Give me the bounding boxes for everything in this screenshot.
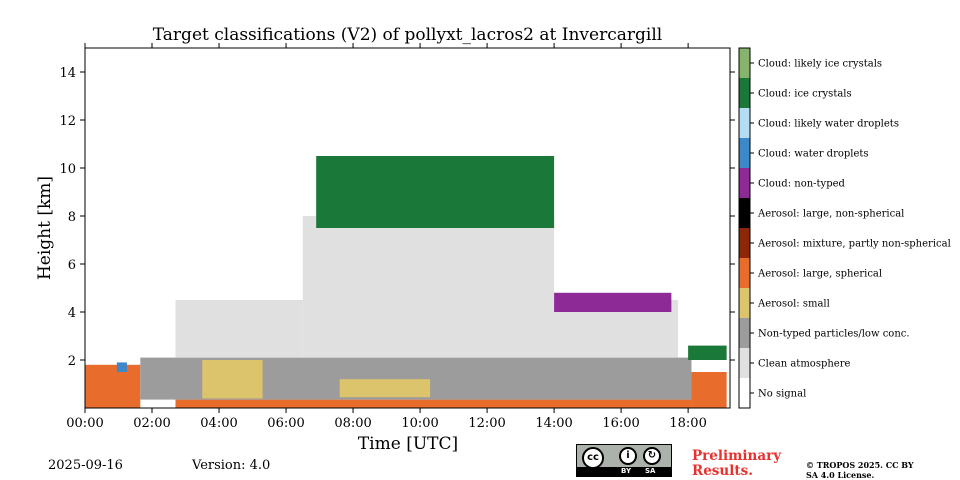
colorbar-legend: No signal Clean atmosphere Non-typed parti… bbox=[738, 47, 951, 409]
legend-label-10: Cloud: ice crystals bbox=[758, 89, 852, 100]
legend-label-3: Aerosol: small bbox=[757, 299, 830, 310]
heatmap-region-11 bbox=[554, 292, 672, 312]
heatmap-region-5 bbox=[339, 379, 431, 398]
legend-frame bbox=[738, 47, 751, 409]
legend-label-5: Aerosol: mixture, partly non-spherical bbox=[757, 239, 951, 250]
legend-label-1: Clean atmosphere bbox=[758, 359, 851, 370]
legend-swatch-1 bbox=[739, 348, 750, 378]
x-tick-label-5: 10:00 bbox=[401, 416, 438, 431]
x-tick-label-0: 00:00 bbox=[66, 416, 103, 431]
legend-label-11: Cloud: likely ice crystals bbox=[758, 59, 882, 70]
heatmap-region-2 bbox=[691, 372, 727, 408]
y-tick-label-5: 12 bbox=[59, 114, 76, 129]
heatmap-region-7 bbox=[302, 216, 555, 358]
x-tick-label-3: 06:00 bbox=[267, 416, 304, 431]
legend-swatch-11 bbox=[739, 48, 750, 78]
heatmap-plot-area bbox=[85, 156, 727, 408]
y-tick-label-1: 4 bbox=[68, 306, 76, 321]
legend-swatch-8 bbox=[739, 138, 750, 168]
preliminary-results-notice: Preliminary Results. bbox=[692, 448, 782, 479]
x-axis-label: Time [UTC] bbox=[358, 434, 458, 454]
plot-frame bbox=[84, 47, 731, 409]
legend-label-7: Cloud: non-typed bbox=[758, 179, 846, 190]
cc-license-badge: cc i ↻ BY SA bbox=[576, 444, 672, 477]
y-tick-label-2: 6 bbox=[68, 258, 76, 273]
legend-swatch-0 bbox=[739, 378, 750, 408]
by-label: BY bbox=[621, 467, 632, 475]
heatmap-region-6 bbox=[175, 300, 303, 358]
chart-title: Target classifications (V2) of pollyxt_l… bbox=[152, 25, 663, 45]
x-tick-label-6: 12:00 bbox=[468, 416, 505, 431]
x-tick-label-7: 14:00 bbox=[535, 416, 572, 431]
legend-swatch-9 bbox=[739, 108, 750, 138]
legend-label-0: No signal bbox=[758, 389, 806, 400]
y-tick-label-4: 10 bbox=[59, 162, 76, 177]
heatmap-region-0 bbox=[85, 364, 141, 408]
y-tick-label-6: 14 bbox=[59, 66, 76, 81]
legend-label-9: Cloud: likely water droplets bbox=[758, 119, 899, 130]
x-tick-label-9: 18:00 bbox=[669, 416, 706, 431]
version-label: Version: 4.0 bbox=[192, 458, 271, 473]
date-label: 2025-09-16 bbox=[48, 458, 123, 473]
y-axis-label: Height [km] bbox=[35, 176, 55, 280]
x-tick-label-8: 16:00 bbox=[602, 416, 639, 431]
x-axis: 00:00 02:00 04:00 06:00 08:00 10:00 12:00 14:00… bbox=[66, 43, 707, 431]
legend-label-6: Aerosol: large, non-spherical bbox=[757, 209, 904, 220]
legend-swatch-3 bbox=[739, 288, 750, 318]
heatmap-region-10 bbox=[688, 345, 727, 360]
legend-label-2: Non-typed particles/low conc. bbox=[758, 329, 910, 340]
legend-swatch-2 bbox=[739, 318, 750, 348]
legend-swatch-7 bbox=[739, 168, 750, 198]
x-tick-label-4: 08:00 bbox=[334, 416, 371, 431]
x-tick-label-2: 04:00 bbox=[200, 416, 237, 431]
cc-icon: cc bbox=[582, 447, 604, 469]
legend-swatch-10 bbox=[739, 78, 750, 108]
x-tick-label-1: 02:00 bbox=[133, 416, 170, 431]
by-person-icon: i bbox=[619, 447, 637, 465]
legend-swatch-4 bbox=[739, 258, 750, 288]
y-axis: 2 4 6 8 10 12 14 bbox=[59, 66, 735, 369]
legend-swatch-5 bbox=[739, 228, 750, 258]
sa-share-icon: ↻ bbox=[643, 447, 661, 465]
sa-label: SA bbox=[645, 467, 656, 475]
legend-label-4: Aerosol: large, spherical bbox=[757, 269, 882, 280]
license-bar: BY SA bbox=[577, 467, 671, 476]
heatmap-region-1 bbox=[175, 399, 692, 408]
heatmap-region-12 bbox=[116, 362, 127, 372]
copyright-notice: © TROPOS 2025. CC BY SA 4.0 License. bbox=[806, 460, 914, 480]
legend-label-8: Cloud: water droplets bbox=[758, 149, 869, 160]
legend-swatch-6 bbox=[739, 198, 750, 228]
y-tick-label-0: 2 bbox=[68, 354, 76, 369]
heatmap-region-9 bbox=[316, 156, 555, 228]
heatmap-region-4 bbox=[202, 360, 263, 399]
y-tick-label-3: 8 bbox=[68, 210, 76, 225]
